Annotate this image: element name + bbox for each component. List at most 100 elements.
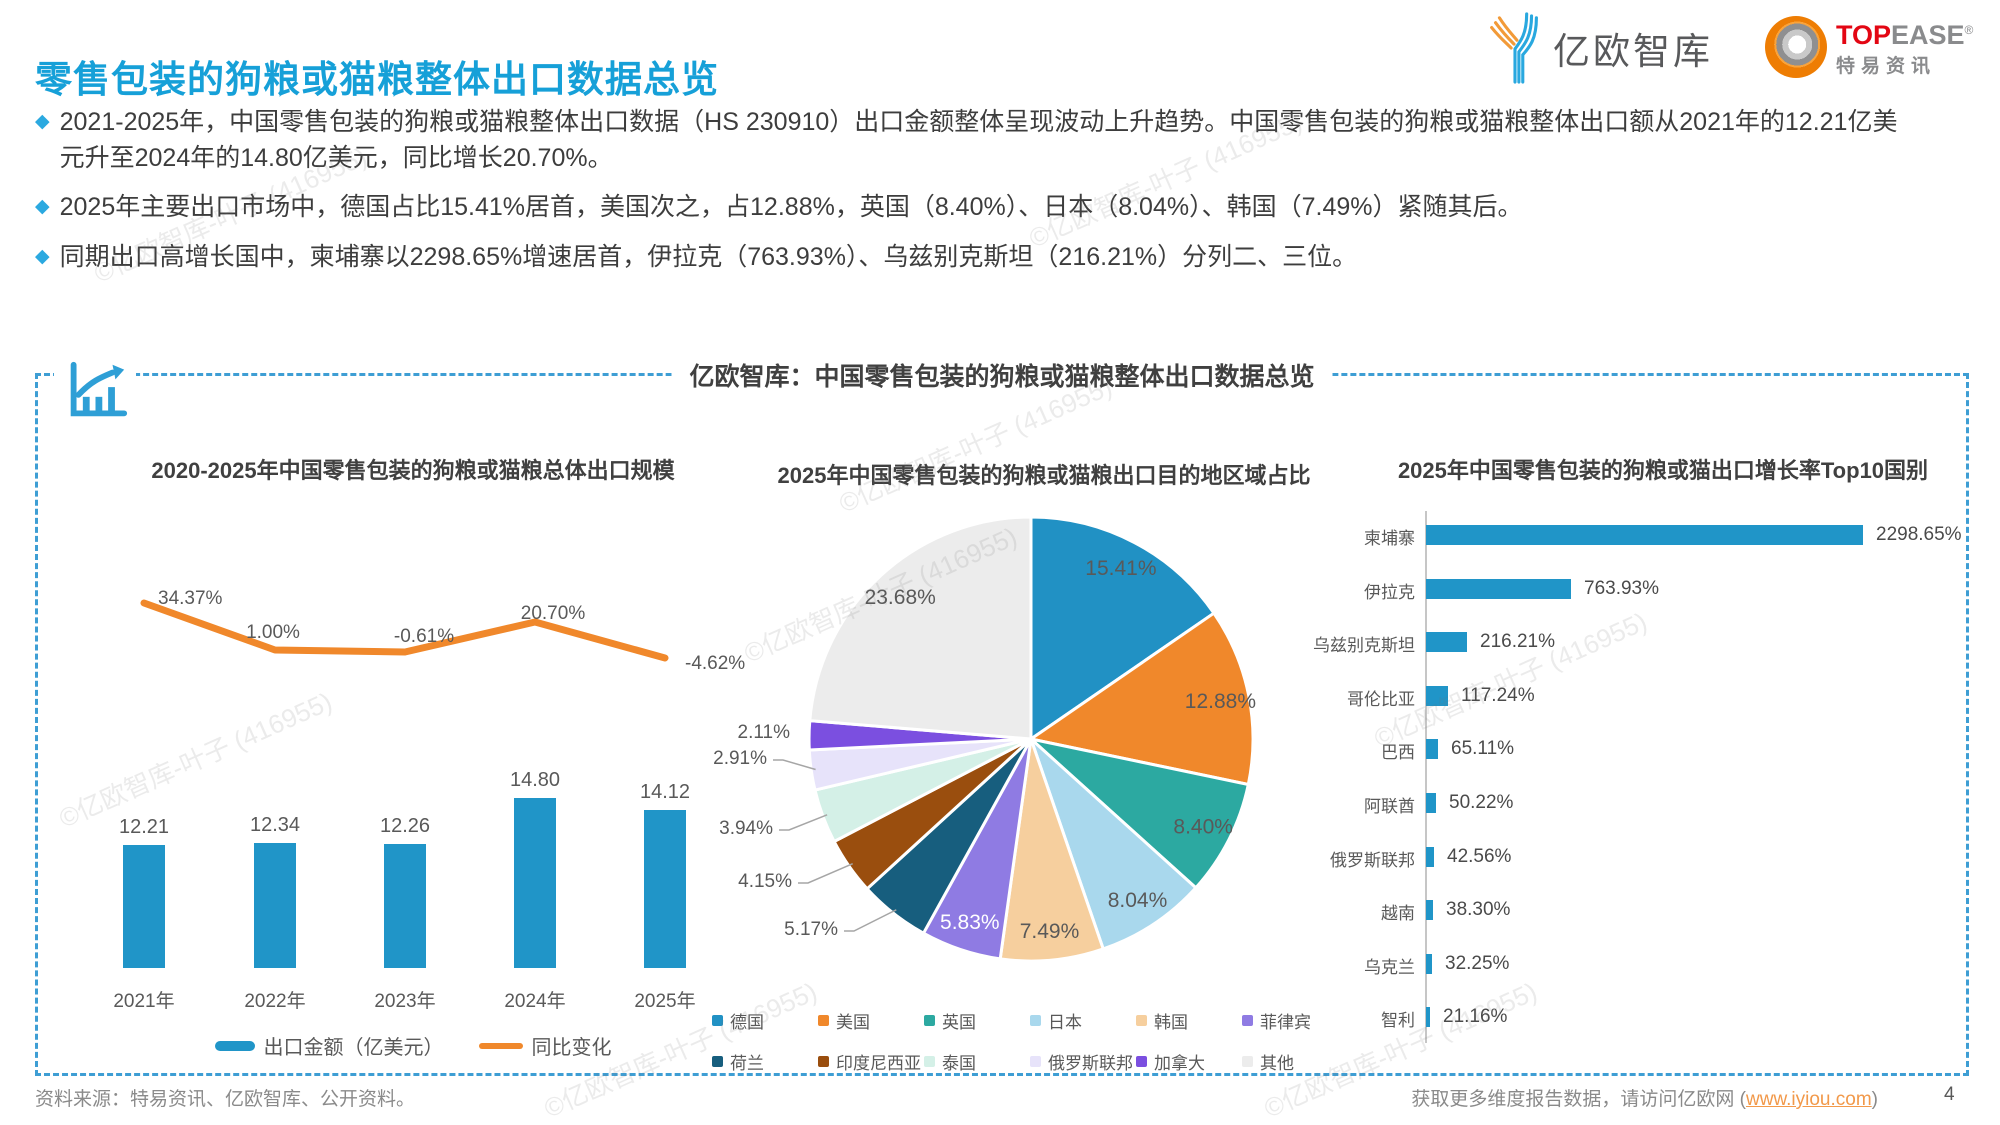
legend-label: 韩国 — [1154, 1013, 1188, 1032]
hbar-value-label: 32.25% — [1445, 953, 1510, 974]
bar-legend-swatch — [214, 1040, 255, 1051]
footer-link-note: 获取更多维度报告数据，请访问亿欧网 (www.iyiou.com) — [1411, 1084, 1878, 1111]
legend-swatch — [1030, 1015, 1041, 1026]
legend-label: 德国 — [730, 1013, 764, 1032]
x-axis-label: 2022年 — [244, 991, 306, 1012]
legend-label: 俄罗斯联邦 — [1048, 1054, 1133, 1073]
page-number: 4 — [1944, 1084, 1955, 1105]
line-value-label: -4.62% — [685, 653, 746, 674]
combo-chart-plot: 12.21 2021年 12.34 2022年 12.26 2023年 14.80 2024年… — [63, 453, 763, 1068]
pie-legend-荷兰: 荷兰 — [712, 1049, 764, 1074]
hbar-value-label: 117.24% — [1461, 685, 1535, 706]
legend-swatch — [712, 1015, 723, 1026]
yiou-logo-text: 亿欧智库 — [1553, 31, 1713, 72]
bullet-item-2: ◆ 2025年主要出口市场中，德国占比15.41%居首，美国次之，占12.88%… — [35, 189, 1915, 225]
legend-swatch — [1136, 1015, 1147, 1026]
hbar-bar-巴西 — [1426, 739, 1438, 759]
bar-value-label: 12.21 — [118, 816, 170, 838]
hbar-label-乌兹别克斯坦: 乌兹别克斯坦 — [1313, 636, 1415, 655]
yiou-logo: 亿欧智库 — [1487, 12, 1713, 84]
pie-legend-德国: 德国 — [712, 1008, 764, 1033]
hbar-bar-伊拉克 — [1426, 579, 1571, 599]
growth-line-svg — [140, 599, 669, 662]
pie-legend-其他: 其他 — [1242, 1049, 1294, 1074]
chart-panel: 亿欧智库：中国零售包装的狗粮或猫粮整体出口数据总览 2020-2025年中国零售… — [35, 357, 1969, 1076]
topease-logo: TOPEASE® 特易资讯 — [1765, 16, 1973, 78]
legend-swatch — [1242, 1056, 1253, 1067]
bar-legend-label: 出口金额（亿美元） — [263, 1037, 444, 1059]
legend-label: 印度尼西亚 — [836, 1054, 921, 1073]
hbar-bar-阿联酋 — [1426, 793, 1436, 813]
legend-swatch — [1136, 1056, 1147, 1067]
hbar-axis-line — [1425, 511, 1427, 1043]
iyiou-link[interactable]: www.iyiou.com — [1746, 1089, 1872, 1110]
bullet-item-3: ◆ 同期出口高增长国中，柬埔寨以2298.65%增速居首，伊拉克（763.93%… — [35, 239, 1915, 275]
hbar-value-label: 42.56% — [1447, 846, 1512, 867]
pie-legend-泰国: 泰国 — [924, 1049, 976, 1074]
line-value-label: 20.70% — [520, 603, 586, 624]
bar-2024年 — [514, 798, 556, 968]
x-axis-label: 2023年 — [374, 991, 436, 1012]
hbar-value-label: 21.16% — [1443, 1006, 1508, 1027]
hbar-bar-乌克兰 — [1426, 954, 1432, 974]
hbar-label-智利: 智利 — [1381, 1011, 1415, 1030]
combo-chart-legend: 出口金额（亿美元） 同比变化 — [63, 1031, 763, 1060]
hbar-label-巴西: 巴西 — [1381, 743, 1415, 762]
pie-legend-加拿大: 加拿大 — [1136, 1049, 1205, 1074]
diamond-bullet-icon: ◆ — [35, 246, 50, 267]
topease-logo-cn: 特易资讯 — [1836, 56, 1937, 77]
legend-swatch — [818, 1015, 829, 1026]
topease-logo-icon — [1765, 16, 1827, 78]
source-note: 资料来源：特易资讯、亿欧智库、公开资料。 — [35, 1089, 416, 1110]
legend-label: 菲律宾 — [1260, 1013, 1311, 1032]
legend-swatch — [1030, 1056, 1041, 1067]
hbar-value-label: 763.93% — [1584, 578, 1660, 599]
growth-chart-icon — [54, 360, 136, 427]
bar-2022年 — [254, 843, 296, 968]
legend-swatch — [818, 1056, 829, 1067]
x-axis-label: 2025年 — [634, 991, 696, 1012]
hbar-bar-越南 — [1426, 900, 1433, 920]
legend-swatch — [924, 1015, 935, 1026]
hbar-label-哥伦比亚: 哥伦比亚 — [1347, 690, 1415, 709]
bar-2023年 — [384, 844, 426, 968]
hbar-label-阿联酋: 阿联酋 — [1364, 797, 1415, 816]
bar-value-label: 12.34 — [249, 814, 301, 836]
bullet-item-1: ◆ 2021-2025年，中国零售包装的狗粮或猫粮整体出口数据（HS 23091… — [35, 104, 1915, 176]
hbar-value-label: 50.22% — [1449, 792, 1514, 813]
pie-legend-英国: 英国 — [924, 1008, 976, 1033]
hbar-label-柬埔寨: 柬埔寨 — [1364, 529, 1415, 548]
bullet-text-3: 同期出口高增长国中，柬埔寨以2298.65%增速居首，伊拉克（763.93%）、… — [59, 243, 1358, 271]
hbar-bar-俄罗斯联邦 — [1426, 847, 1434, 867]
hbar-value-label: 216.21% — [1480, 631, 1556, 652]
pie-chart-title: 2025年中国零售包装的狗粮或猫粮出口目的地区域占比 — [777, 463, 1311, 488]
diamond-bullet-icon: ◆ — [35, 111, 50, 132]
bullet-text-1: 2021-2025年，中国零售包装的狗粮或猫粮整体出口数据（HS 230910）… — [59, 108, 1898, 172]
hbar-chart-plot: 柬埔寨 2298.65% 伊拉克 763.93% 乌兹别克斯坦 216.21% 哥伦比亚 11… — [1283, 453, 1993, 1068]
hbar-label-俄罗斯联邦: 俄罗斯联邦 — [1330, 851, 1415, 870]
pie-legend-菲律宾: 菲律宾 — [1242, 1008, 1311, 1033]
legend-label: 其他 — [1260, 1054, 1294, 1073]
bar-value-label: 12.26 — [379, 815, 431, 837]
topease-logo-wordmark: TOPEASE® — [1836, 20, 1974, 50]
page-title: 零售包装的狗粮或猫粮整体出口数据总览 — [35, 58, 719, 100]
chart-panel-title: 亿欧智库：中国零售包装的狗粮或猫粮整体出口数据总览 — [671, 357, 1333, 393]
footer-link-prefix: 获取更多维度报告数据，请访问亿欧网 ( — [1411, 1089, 1747, 1110]
hbar-value-label: 2298.65% — [1876, 524, 1962, 545]
legend-label: 荷兰 — [730, 1054, 764, 1073]
hbar-label-越南: 越南 — [1381, 904, 1415, 923]
legend-label: 泰国 — [942, 1054, 976, 1073]
combo-chart-title: 2020-2025年中国零售包装的狗粮或猫粮总体出口规模 — [151, 458, 675, 483]
yiou-logo-icon — [1490, 12, 1538, 84]
hbar-label-伊拉克: 伊拉克 — [1364, 583, 1415, 602]
pie-legend-日本: 日本 — [1030, 1008, 1082, 1033]
line-value-label: 1.00% — [246, 622, 300, 643]
legend-swatch — [924, 1056, 935, 1067]
legend-swatch — [1242, 1015, 1253, 1026]
hbar-value-label: 65.11% — [1451, 738, 1515, 759]
hbar-chart-title: 2025年中国零售包装的狗粮或猫出口增长率Top10国别 — [1397, 458, 1929, 483]
x-axis-label: 2024年 — [504, 991, 566, 1012]
pie-legend-印度尼西亚: 印度尼西亚 — [818, 1049, 921, 1074]
line-legend-swatch — [478, 1042, 523, 1049]
